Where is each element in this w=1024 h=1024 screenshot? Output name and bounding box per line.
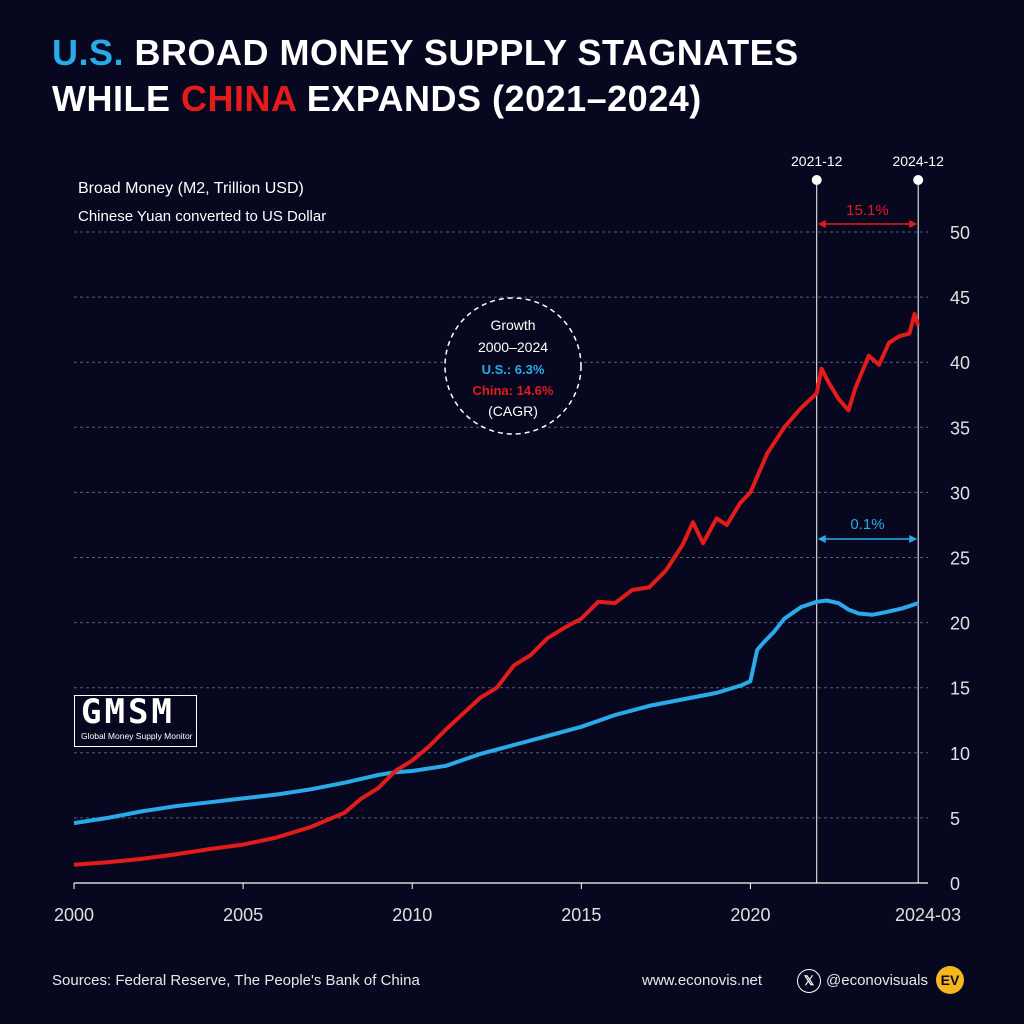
series-line-us <box>74 601 918 824</box>
m2-line-chart: 0 5 10 15 20 25 30 35 40 45 50 2000 2005 2010 2015 202… <box>0 0 1024 1024</box>
x-tick-label: 2015 <box>561 905 601 925</box>
marker-dot-2024-12 <box>913 175 923 185</box>
us-change-label: 0.1% <box>850 516 884 533</box>
y-tick-label: 40 <box>950 353 970 373</box>
x-axis-ticks: 2000 2005 2010 2015 2020 2024-03 <box>54 883 961 925</box>
website-link[interactable]: www.econovis.net <box>642 972 762 989</box>
y-tick-label: 35 <box>950 418 970 438</box>
x-tick-label: 2005 <box>223 905 263 925</box>
cagr-callout: Growth 2000–2024 U.S.: 6.3% China: 14.6%… <box>445 298 581 434</box>
y-tick-label: 25 <box>950 549 970 569</box>
x-tick-label: 2010 <box>392 905 432 925</box>
x-tick-label: 2020 <box>730 905 770 925</box>
callout-cagr-note: (CAGR) <box>488 403 538 419</box>
marker-label-end: 2024-12 <box>892 153 944 169</box>
y-tick-label: 50 <box>950 223 970 243</box>
marker-label-start: 2021-12 <box>791 153 843 169</box>
callout-china-cagr: China: 14.6% <box>473 383 554 398</box>
sources-note: Sources: Federal Reserve, The People's B… <box>52 972 420 989</box>
x-logo-icon[interactable]: 𝕏 <box>797 969 821 993</box>
y-tick-label: 5 <box>950 809 960 829</box>
callout-period: 2000–2024 <box>478 339 548 355</box>
y-tick-label: 30 <box>950 483 970 503</box>
gmsm-logo-text: GMSM <box>81 692 175 732</box>
x-tick-label-end: 2024-03 <box>895 905 961 925</box>
social-handle[interactable]: @econovisuals <box>826 972 928 989</box>
us-arrow-head-right <box>909 535 917 543</box>
china-arrow-head-right <box>909 220 917 228</box>
change-arrows: 15.1% 0.1% <box>818 202 917 543</box>
y-tick-label: 45 <box>950 288 970 308</box>
marker-dot-2021-12 <box>812 175 822 185</box>
china-change-label: 15.1% <box>846 202 889 219</box>
y-tick-label: 0 <box>950 874 960 894</box>
callout-growth: Growth <box>490 317 535 333</box>
y-tick-label: 20 <box>950 614 970 634</box>
ev-brand-badge: EV <box>936 966 964 994</box>
callout-us-cagr: U.S.: 6.3% <box>482 362 545 377</box>
y-tick-label: 15 <box>950 679 970 699</box>
china-arrow-head-left <box>818 220 826 228</box>
x-tick-label: 2000 <box>54 905 94 925</box>
y-tick-label: 10 <box>950 744 970 764</box>
y-axis-ticks: 0 5 10 15 20 25 30 35 40 45 50 <box>950 223 970 894</box>
gmsm-logo: GMSM Global Money Supply Monitor <box>74 695 197 747</box>
gmsm-logo-subtext: Global Money Supply Monitor <box>81 731 193 741</box>
us-arrow-head-left <box>818 535 826 543</box>
